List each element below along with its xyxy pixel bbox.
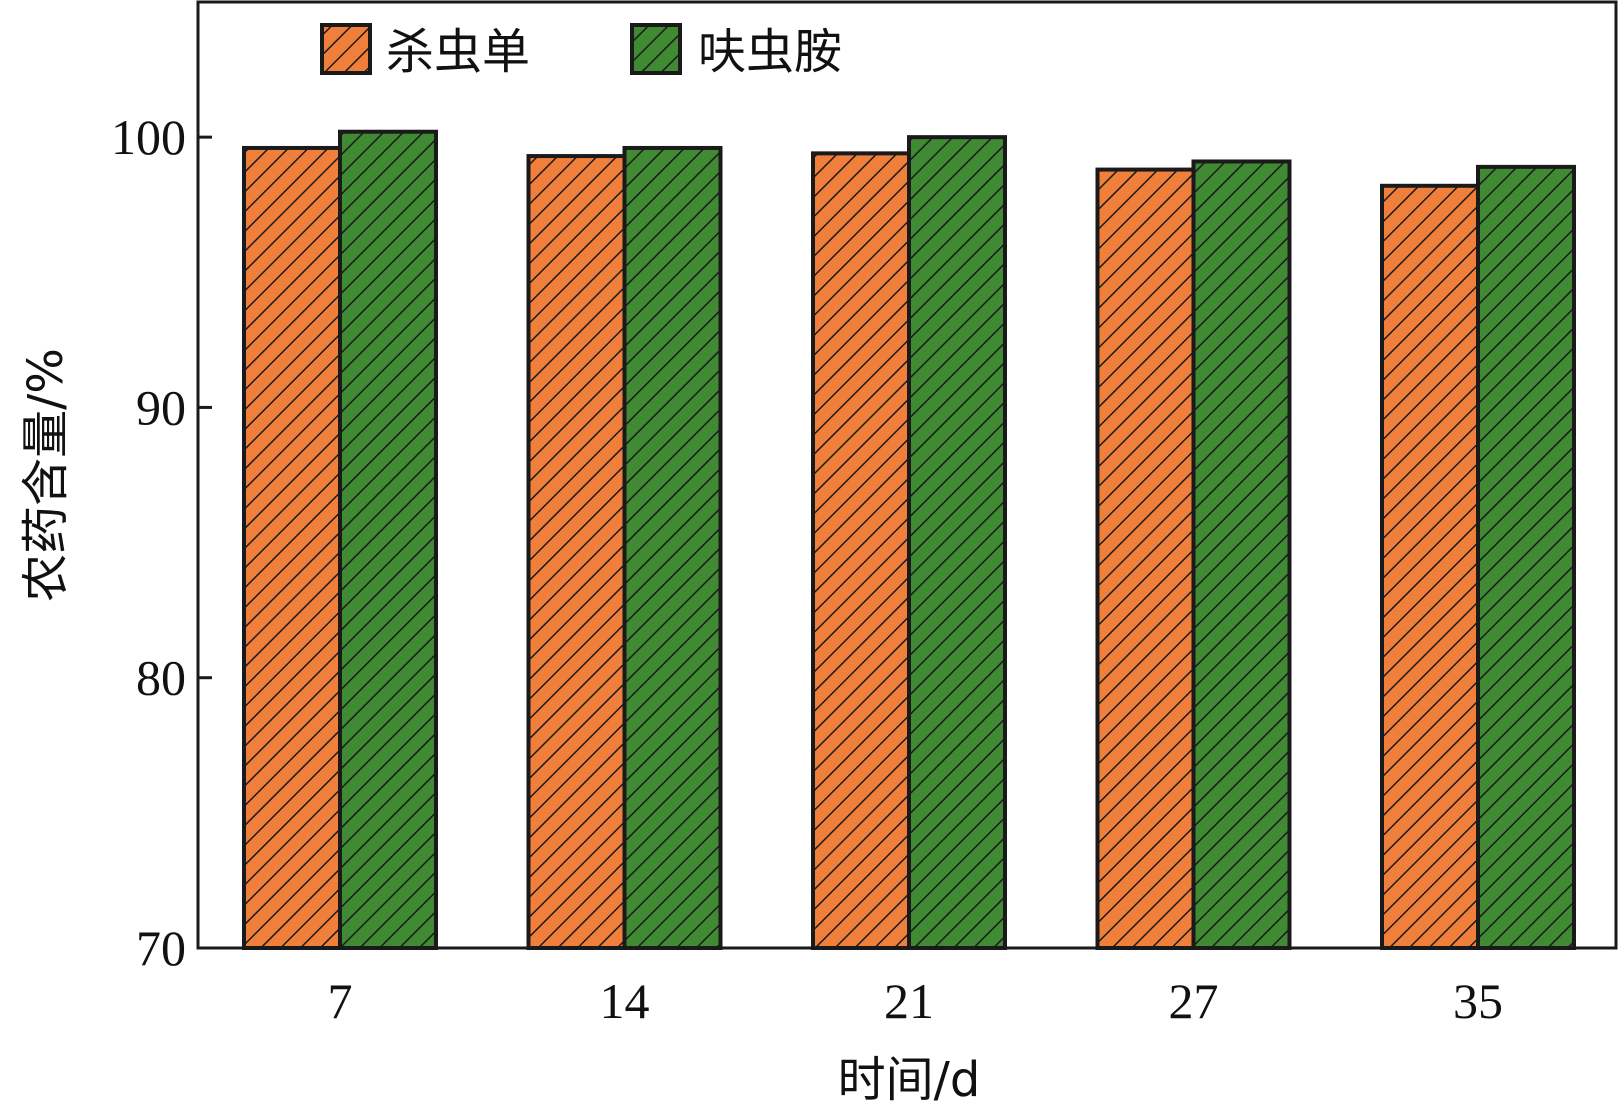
bar-hatch-2-7 (338, 129, 438, 951)
legend-swatch-series-2-hatch (630, 23, 682, 75)
y-tick-label: 70 (136, 920, 186, 976)
bar-hatch-1-27 (1095, 167, 1196, 950)
x-tick-label: 21 (884, 973, 934, 1029)
legend-label-series-1: 杀虫单 (386, 24, 530, 80)
x-tick-label: 27 (1169, 973, 1219, 1029)
y-axis-label: 农药含量/% (18, 348, 74, 602)
y-axis: 70 80 90 100 (111, 109, 212, 976)
x-axis: 7 14 21 27 35 (328, 973, 1504, 1029)
bar-hatch-1-21 (811, 151, 911, 951)
y-tick-label: 80 (136, 650, 186, 706)
y-tick-label: 100 (111, 109, 186, 165)
bar-hatch-2-35 (1476, 164, 1576, 951)
bar-hatch-1-35 (1380, 183, 1480, 950)
x-axis-label: 时间/d (838, 1052, 981, 1108)
x-tick-label: 35 (1453, 973, 1503, 1029)
legend-swatch-series-1-hatch (320, 23, 372, 75)
bar-hatch-1-14 (526, 154, 627, 950)
x-tick-label: 7 (328, 973, 353, 1029)
bars-layer (242, 129, 1576, 951)
bar-hatch-2-14 (622, 145, 723, 950)
bar-hatch-2-21 (907, 135, 1007, 950)
legend: 杀虫单 呋虫胺 (320, 23, 842, 80)
y-tick-label: 90 (136, 379, 186, 435)
bar-hatch-2-27 (1191, 159, 1292, 950)
bar-hatch-1-7 (242, 145, 342, 950)
x-tick-label: 14 (600, 973, 650, 1029)
legend-label-series-2: 呋虫胺 (698, 24, 842, 80)
